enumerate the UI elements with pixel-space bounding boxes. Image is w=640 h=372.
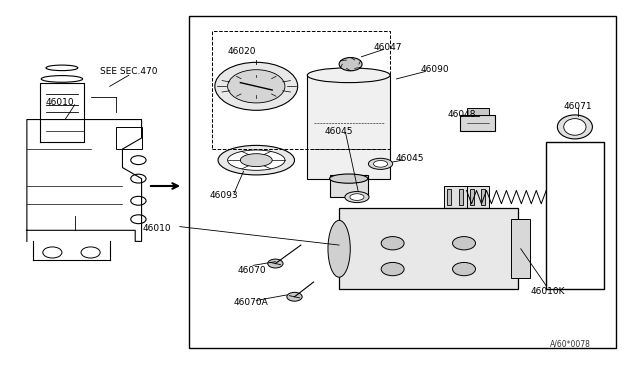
Ellipse shape — [241, 154, 272, 167]
Ellipse shape — [307, 68, 390, 83]
Bar — [447, 189, 451, 205]
Circle shape — [43, 247, 62, 258]
Text: 46020: 46020 — [228, 47, 256, 56]
Bar — [444, 186, 467, 208]
Text: 46010: 46010 — [46, 99, 75, 108]
Circle shape — [81, 247, 100, 258]
Bar — [481, 189, 485, 205]
Text: A/60*0078: A/60*0078 — [550, 340, 591, 349]
Bar — [307, 75, 390, 179]
Ellipse shape — [350, 194, 364, 201]
Ellipse shape — [330, 174, 368, 183]
Circle shape — [381, 237, 404, 250]
Circle shape — [452, 237, 476, 250]
Text: 46090: 46090 — [420, 65, 449, 74]
Text: 46045: 46045 — [324, 127, 353, 136]
Circle shape — [215, 62, 298, 110]
Ellipse shape — [228, 150, 285, 170]
Ellipse shape — [41, 76, 83, 82]
Circle shape — [268, 259, 283, 268]
Bar — [546, 142, 604, 289]
Text: 46047: 46047 — [374, 43, 402, 52]
Bar — [189, 16, 616, 349]
Ellipse shape — [328, 220, 350, 277]
Bar — [511, 219, 531, 278]
Bar — [330, 175, 368, 197]
Text: 46093: 46093 — [210, 191, 238, 200]
Ellipse shape — [345, 192, 369, 203]
Bar — [470, 189, 474, 205]
Circle shape — [381, 262, 404, 276]
Circle shape — [228, 70, 285, 103]
Ellipse shape — [369, 158, 393, 169]
Bar — [212, 31, 390, 149]
Text: SEE SEC.470: SEE SEC.470 — [100, 67, 157, 76]
Circle shape — [131, 156, 146, 164]
Circle shape — [339, 58, 362, 71]
Text: 46070A: 46070A — [234, 298, 269, 307]
Text: 46048: 46048 — [447, 109, 476, 119]
Text: 46070: 46070 — [237, 266, 266, 275]
Bar — [467, 186, 489, 208]
Ellipse shape — [557, 115, 593, 139]
Circle shape — [452, 262, 476, 276]
Ellipse shape — [46, 65, 78, 71]
Circle shape — [131, 174, 146, 183]
Text: 46045: 46045 — [395, 154, 424, 163]
Circle shape — [131, 196, 146, 205]
Bar — [339, 208, 518, 289]
Text: 46010: 46010 — [143, 224, 172, 233]
Text: 46010K: 46010K — [530, 287, 564, 296]
Circle shape — [131, 215, 146, 224]
Circle shape — [287, 292, 302, 301]
Text: 46071: 46071 — [564, 102, 593, 111]
Bar — [467, 109, 489, 115]
Bar — [460, 115, 495, 131]
Ellipse shape — [218, 145, 294, 175]
Ellipse shape — [564, 119, 586, 135]
Bar — [459, 189, 463, 205]
Ellipse shape — [374, 161, 388, 167]
Bar — [116, 127, 141, 149]
